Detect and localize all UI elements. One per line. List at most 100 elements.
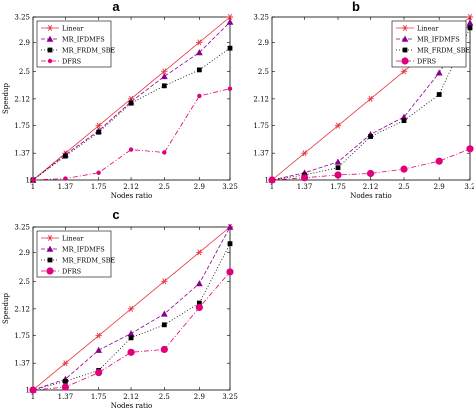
data-point [161,278,168,285]
series-dfrs [268,145,474,184]
data-point [436,92,442,97]
data-point [466,19,474,26]
series-mr-ifdmfs [29,223,234,393]
y-tick-label: 1.37 [14,360,30,368]
legend-label: MR_FRDM_SBE [417,46,471,54]
data-point [400,165,408,173]
data-point [161,83,167,89]
legend-marker [47,58,53,64]
y-tick-label: 2.12 [253,95,269,103]
data-point [161,322,167,328]
data-point [160,345,168,354]
x-tick-label: 3.25 [222,183,238,191]
data-point [196,249,203,256]
data-point [95,346,103,353]
data-point [30,177,36,183]
data-point [160,310,168,317]
data-point [268,176,276,184]
x-axis-label: Nodes ratio [111,192,153,200]
data-point [162,150,167,155]
x-tick-label: 1.37 [297,183,313,191]
data-point [196,39,203,46]
data-point [366,169,375,178]
data-point [95,332,102,339]
data-point [62,378,68,384]
data-point [401,118,407,123]
data-point [161,68,168,75]
data-point [226,14,234,20]
data-point [227,241,233,247]
x-tick-label: 2.12 [123,183,139,191]
chart-panel-a: a 1 1.37 1.75 2.12 2.5 2.9 3.25 1 1.37 1.75 2.12 2.5… [2,0,238,200]
data-point [62,153,68,159]
data-point [400,113,408,120]
series-dfrs [30,86,233,183]
data-point [368,134,373,139]
y-tick-label: 1 [26,387,30,395]
x-tick-label: 2.9 [434,183,445,191]
chart-panel-b: b 1 1.37 1.75 2.12 2.5 2.9 3.2 1 1.37 1.75 2.12 2.5 2… [253,0,474,200]
y-tick-label: 1.75 [253,122,269,130]
legend-label: Linear [62,24,84,32]
legend: Linear MR_IFDMFS MR_FRDM_SBE DFRS [36,230,116,278]
data-point [127,348,135,356]
data-point [197,93,202,99]
x-tick-label: 1 [31,393,35,401]
data-point [195,280,203,287]
data-point [95,369,103,377]
y-axis-label: Speedup [2,82,10,114]
legend-label: DFRS [417,57,436,65]
legend-marker [401,35,409,42]
x-axis-label: Nodes ratio [350,192,392,200]
data-point [335,165,341,171]
data-point [400,68,408,75]
y-tick-label: 2.5 [19,68,30,76]
plot-frame [32,226,231,391]
x-tick-label: 2.5 [159,183,170,191]
y-axis-label: Speedup [2,292,10,324]
panel-letter: b [352,0,360,14]
data-point [227,45,233,51]
data-point [226,268,234,276]
legend: Linear MR_IFDMFS MR_FRDM_SBE DFRS [391,20,471,68]
legend-label: DFRS [62,57,81,65]
x-tick-label: 1.75 [91,393,107,401]
data-point [127,330,135,337]
data-point [227,86,233,91]
data-point [96,170,101,175]
data-point [96,129,102,135]
x-tick-label: 2.5 [159,393,170,401]
legend-label: Linear [62,234,84,242]
legend-label: MR_FRDM_SBE [62,256,116,264]
data-point [467,25,473,31]
y-tick-label: 1 [26,177,30,185]
y-tick-label: 1.37 [253,150,269,158]
data-point [196,300,202,306]
data-point [160,73,168,80]
y-tick-label: 2.9 [19,249,30,257]
x-tick-label: 2.9 [194,393,205,401]
x-tick-label: 1 [270,183,274,191]
data-point [466,14,474,20]
data-point [367,95,374,102]
y-tick-label: 1 [265,177,269,185]
x-tick-label: 1.75 [330,183,346,191]
legend-marker [401,25,409,31]
y-tick-label: 3.25 [253,14,269,22]
data-point [196,67,202,73]
data-point [300,174,309,182]
y-tick-label: 2.12 [14,305,30,313]
x-tick-label: 2.12 [123,393,139,401]
x-tick-label: 2.12 [363,183,379,191]
legend-label: MR_FRDM_SBE [62,46,116,54]
data-point [334,122,342,129]
data-point [466,145,474,153]
legend-label: MR_IFDMFS [417,35,460,43]
data-point [61,383,69,391]
y-tick-label: 3.25 [14,14,30,22]
legend-marker [47,47,53,53]
data-point [95,122,102,129]
x-axis-label: Nodes ratio [111,402,153,410]
plot-frame [271,16,471,181]
